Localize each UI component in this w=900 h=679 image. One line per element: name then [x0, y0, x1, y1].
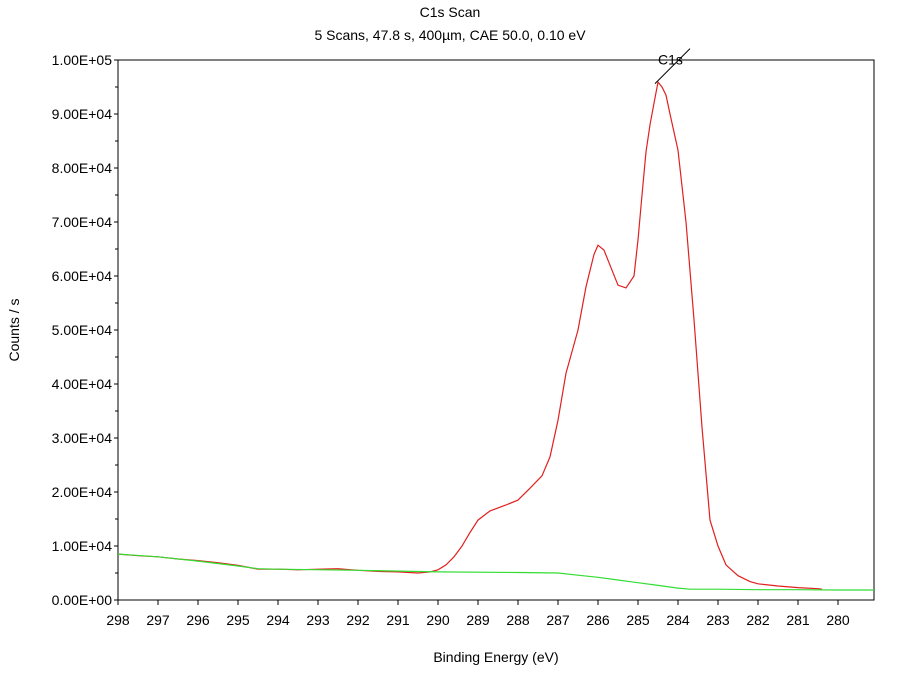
x-tick-label: 283 — [706, 612, 730, 628]
y-tick-label: 9.00E+04 — [52, 106, 113, 122]
y-tick-label: 0.00E+00 — [52, 592, 113, 608]
x-tick-label: 281 — [786, 612, 810, 628]
chart-subtitle: 5 Scans, 47.8 s, 400µm, CAE 50.0, 0.10 e… — [314, 27, 586, 43]
x-tick-label: 282 — [746, 612, 770, 628]
x-tick-label: 289 — [466, 612, 490, 628]
x-tick-label: 280 — [826, 612, 850, 628]
x-tick-label: 292 — [346, 612, 370, 628]
x-tick-label: 296 — [186, 612, 210, 628]
chart-title: C1s Scan — [419, 4, 481, 20]
spectrum-line — [117, 80, 823, 590]
x-tick-label: 298 — [106, 612, 130, 628]
x-tick-label: 287 — [546, 612, 570, 628]
x-tick-label: 288 — [506, 612, 530, 628]
annotation-leader-line — [654, 48, 691, 84]
y-axis-label: Counts / s — [6, 298, 22, 361]
y-tick-label: 3.00E+04 — [52, 430, 113, 446]
y-tick-label: 4.00E+04 — [52, 376, 113, 392]
annotation-label: C1s — [658, 52, 683, 68]
x-axis-label: Binding Energy (eV) — [433, 649, 558, 665]
x-tick-label: 290 — [426, 612, 450, 628]
y-tick-label: 5.00E+04 — [52, 322, 113, 338]
y-tick-label: 7.00E+04 — [52, 214, 113, 230]
x-tick-label: 285 — [626, 612, 650, 628]
x-tick-label: 291 — [386, 612, 410, 628]
x-tick-label: 286 — [586, 612, 610, 628]
y-tick-label: 8.00E+04 — [52, 160, 113, 176]
x-tick-label: 284 — [666, 612, 690, 628]
x-tick-label: 293 — [306, 612, 330, 628]
y-tick-label: 1.00E+04 — [52, 538, 113, 554]
plot-area — [117, 59, 875, 601]
background-line — [117, 553, 874, 591]
y-tick-label: 1.00E+05 — [52, 52, 113, 68]
y-tick-label: 2.00E+04 — [52, 484, 113, 500]
x-tick-label: 295 — [226, 612, 250, 628]
x-tick-label: 297 — [146, 612, 170, 628]
x-tick-label: 294 — [266, 612, 290, 628]
y-tick-label: 6.00E+04 — [52, 268, 113, 284]
